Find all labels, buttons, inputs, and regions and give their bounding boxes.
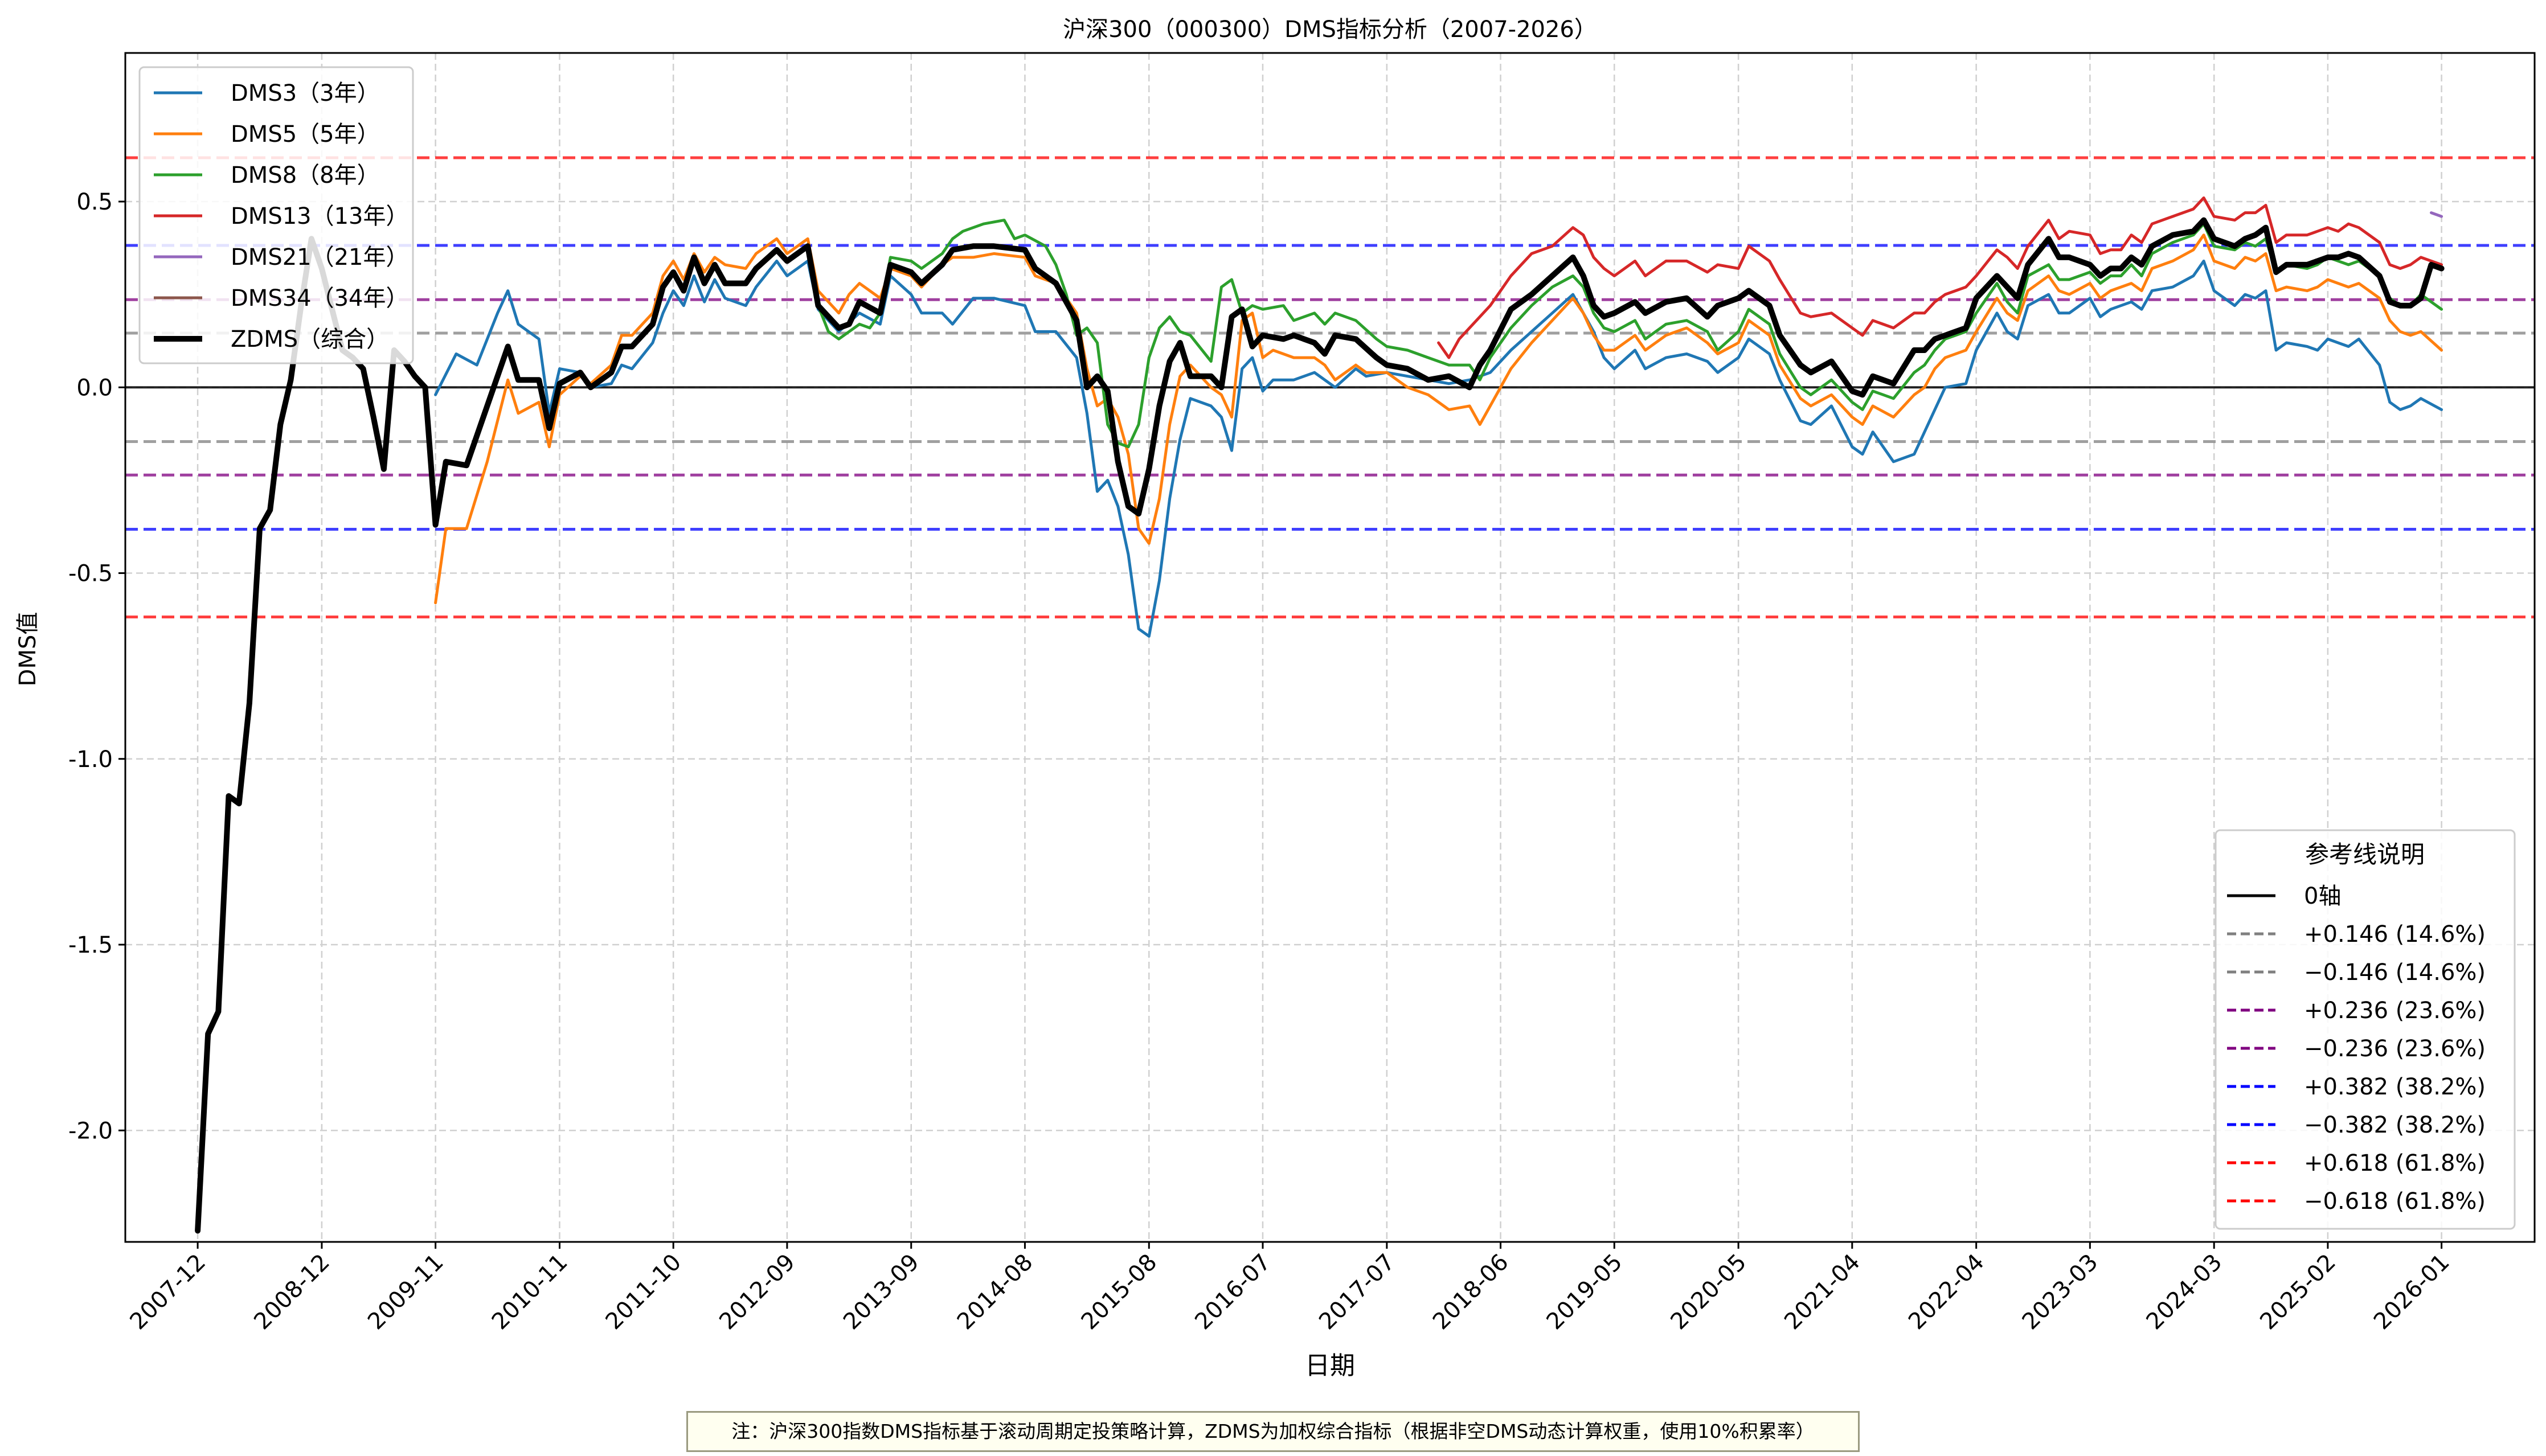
ref-legend-label: −0.236 (23.6%) xyxy=(2304,1036,2486,1062)
plot-area-frame xyxy=(124,52,2536,1243)
x-tick-label: 2014-08 xyxy=(952,1249,1038,1335)
y-axis-ticks: 0.5 0.0 -0.5 -1.0 -1.5 -2.0 xyxy=(68,189,125,1144)
legend-label: ZDMS（综合） xyxy=(231,326,389,352)
series-line xyxy=(434,259,2443,638)
x-tick-label: 2019-05 xyxy=(1542,1249,1628,1335)
x-tick-label: 2008-12 xyxy=(249,1249,335,1335)
reference-legend: 参考线说明 0轴 +0.146 (14.6%) −0.146 (14.6%) +0.2… xyxy=(2215,829,2516,1230)
x-tick-label: 2010-11 xyxy=(487,1249,573,1335)
reference-legend-title: 参考线说明 xyxy=(2305,840,2425,868)
x-tick-label: 2009-11 xyxy=(363,1249,449,1335)
legend-label: DMS8（8年） xyxy=(231,162,380,188)
series-legend-frame xyxy=(138,66,414,364)
ref-legend-label: −0.618 (61.8%) xyxy=(2304,1188,2486,1215)
y-axis-label: DMS值 xyxy=(15,612,41,687)
y-tick-label: -1.5 xyxy=(68,932,113,958)
x-tick-label: 2016-07 xyxy=(1190,1249,1276,1335)
x-axis-ticks: 2007-12 2008-12 2009-11 2010-11 2011-10 2012-… xyxy=(125,1242,2455,1335)
legend-label: DMS5（5年） xyxy=(231,121,380,147)
x-tick-label: 2020-05 xyxy=(1665,1249,1751,1335)
y-tick-label: 0.5 xyxy=(76,189,113,215)
x-tick-label: 2017-07 xyxy=(1314,1249,1400,1335)
series-lines xyxy=(195,196,2445,1234)
legend-label: DMS3（3年） xyxy=(231,80,380,106)
y-tick-label: 0.0 xyxy=(76,375,113,401)
series-legend: DMS3（3年） DMS5（5年） DMS8（8年） DMS13（13年） DMS21（… xyxy=(138,66,414,364)
chart-title: 沪深300（000300）DMS指标分析（2007-2026） xyxy=(1063,17,1597,43)
x-tick-label: 2015-08 xyxy=(1076,1249,1163,1335)
x-tick-label: 2022-04 xyxy=(1904,1249,1990,1335)
x-tick-label: 2013-09 xyxy=(838,1249,924,1335)
footnote: 注：沪深300指数DMS指标基于滚动周期定投策略计算，ZDMS为加权综合指标（根… xyxy=(686,1411,1860,1452)
legend-label: DMS21（21年） xyxy=(231,244,409,270)
x-tick-label: 2023-03 xyxy=(2017,1249,2103,1335)
ref-legend-label: +0.146 (14.6%) xyxy=(2304,921,2486,948)
grid-lines xyxy=(125,53,2535,1242)
x-tick-label: 2012-09 xyxy=(714,1249,800,1335)
ref-legend-label: −0.146 (14.6%) xyxy=(2304,959,2486,986)
y-tick-label: -1.0 xyxy=(68,747,113,773)
series-line xyxy=(195,217,2445,1234)
reference-legend-frame xyxy=(2215,829,2516,1230)
x-tick-label: 2025-02 xyxy=(2255,1249,2341,1335)
legend-label: DMS13（13年） xyxy=(231,203,409,229)
ref-legend-label: 0轴 xyxy=(2304,883,2341,909)
reference-lines xyxy=(125,156,2535,618)
x-axis-label: 日期 xyxy=(1305,1351,1355,1380)
ref-legend-label: −0.382 (38.2%) xyxy=(2304,1112,2486,1138)
x-tick-label: 2007-12 xyxy=(125,1249,211,1335)
series-line xyxy=(2430,211,2443,218)
series-line xyxy=(1437,196,2443,359)
series-line xyxy=(434,233,2443,605)
x-tick-label: 2021-04 xyxy=(1779,1249,1865,1335)
x-tick-label: 2018-06 xyxy=(1428,1249,1514,1335)
ref-legend-label: +0.382 (38.2%) xyxy=(2304,1074,2486,1100)
x-tick-label: 2024-03 xyxy=(2142,1249,2228,1335)
x-tick-label: 2011-10 xyxy=(601,1249,687,1335)
ref-legend-label: +0.618 (61.8%) xyxy=(2304,1150,2486,1176)
ref-legend-label: +0.236 (23.6%) xyxy=(2304,998,2486,1024)
x-tick-label: 2026-01 xyxy=(2369,1249,2455,1335)
y-tick-label: -0.5 xyxy=(68,561,113,587)
y-tick-label: -2.0 xyxy=(68,1118,113,1144)
legend-label: DMS34（34年） xyxy=(231,285,409,311)
